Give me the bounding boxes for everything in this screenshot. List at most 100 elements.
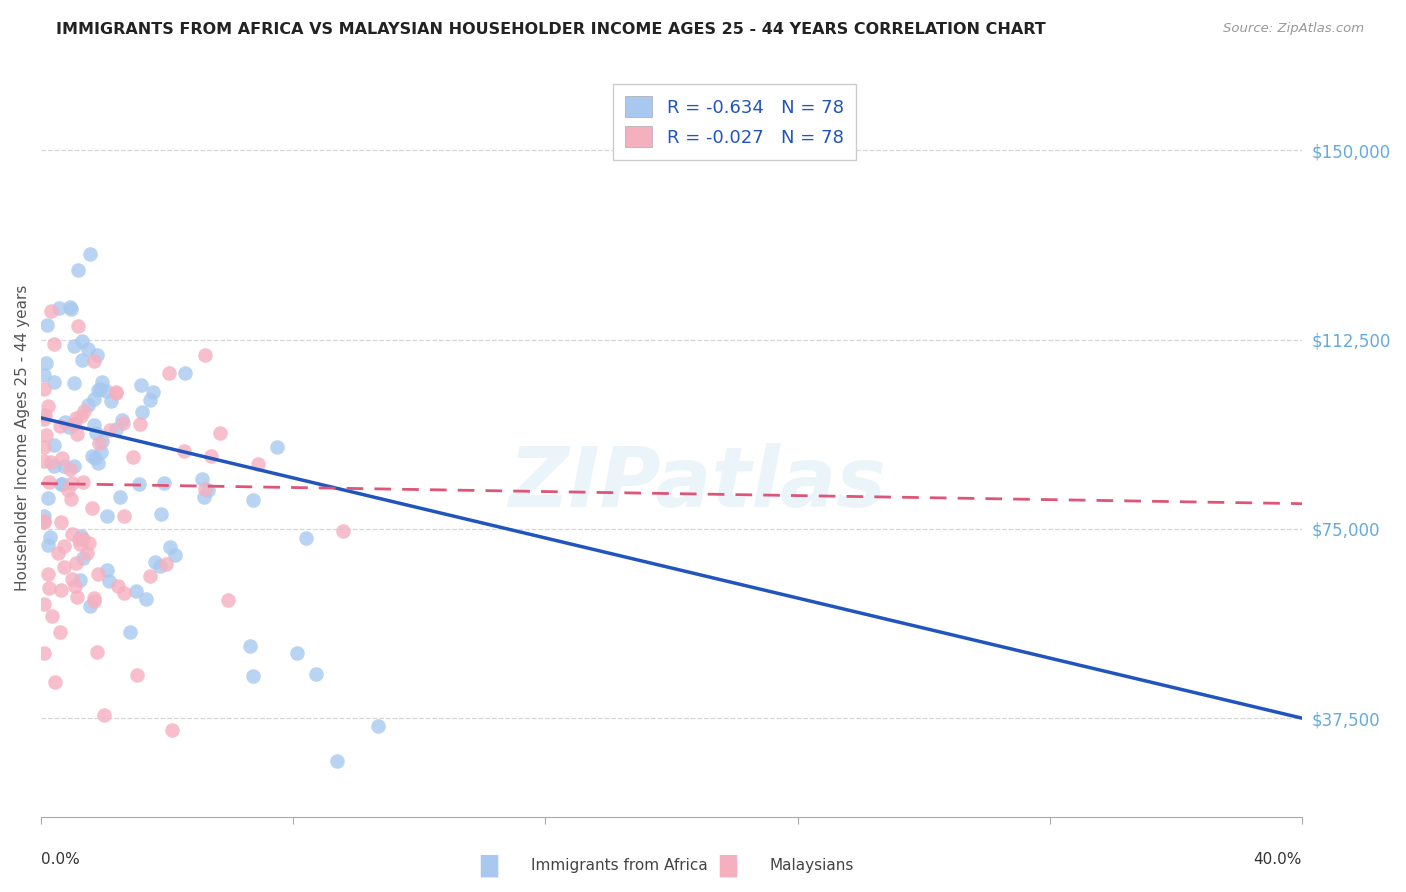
Point [67,319,90,334]
Point [157,366,180,380]
Point [53,560,76,574]
Point [60,527,83,541]
Point [34,408,56,422]
Point [37,566,59,581]
Point [91,434,114,449]
Point [107,579,129,593]
Point [83,353,105,368]
Point [38,475,60,490]
Point [37,318,59,332]
Point [131,405,153,419]
Point [87,566,110,581]
Point [69,573,91,587]
Point [38,581,60,595]
Point [41,608,63,623]
Point [84,425,107,440]
Point [305,667,328,681]
Point [32,515,55,529]
Point [72,475,94,490]
Point [70,409,93,423]
Point [48,546,70,560]
Point [122,450,145,464]
Point [70,353,93,368]
Point [91,376,114,390]
Point [217,592,239,607]
Point [77,398,100,412]
Point [194,348,217,362]
Point [208,426,231,441]
Point [59,462,82,476]
Point [62,475,84,490]
Point [84,450,107,465]
Point [63,417,86,432]
Point [326,754,349,768]
Point [39,455,62,469]
Point [135,591,157,606]
Point [35,428,58,442]
Point [32,368,55,382]
Point [118,625,141,640]
Point [112,509,135,524]
Point [100,393,122,408]
Point [48,624,70,639]
Point [42,438,65,452]
Point [105,422,128,436]
Point [242,669,264,683]
Point [51,516,73,530]
Point [332,524,354,538]
Point [34,597,56,611]
Point [139,569,162,583]
Point [98,423,121,437]
Point [83,392,105,407]
Point [60,572,83,586]
Point [131,378,153,392]
Point [49,583,72,598]
Point [60,302,83,317]
Point [128,477,150,491]
Point [44,675,66,690]
Point [79,536,101,550]
Point [69,537,91,551]
Point [87,384,110,398]
Text: Immigrants from Africa: Immigrants from Africa [531,858,707,873]
Point [294,531,316,545]
Point [83,417,105,432]
Point [53,415,76,429]
Point [62,339,84,353]
Point [194,482,217,496]
Point [51,451,73,466]
Point [160,723,183,737]
Point [53,459,76,474]
Point [42,459,65,474]
Point [139,393,162,408]
Point [246,457,269,471]
Point [32,514,55,528]
Point [32,412,55,426]
Point [200,449,222,463]
Point [70,529,93,543]
Point [112,416,135,430]
Point [93,707,115,722]
Point [63,376,86,390]
Point [59,300,82,314]
Point [52,539,75,553]
Point [80,449,103,463]
Point [83,591,105,605]
Point [96,563,118,577]
Point [173,443,195,458]
Point [66,426,89,441]
Point [32,440,55,454]
Point [197,483,219,498]
Text: IMMIGRANTS FROM AFRICA VS MALAYSIAN HOUSEHOLDER INCOME AGES 25 - 44 YEARS CORREL: IMMIGRANTS FROM AFRICA VS MALAYSIAN HOUS… [56,22,1046,37]
Point [56,483,79,497]
Point [32,509,55,524]
Point [98,574,121,588]
Text: █: █ [481,855,498,877]
Point [39,304,62,318]
Text: Source: ZipAtlas.com: Source: ZipAtlas.com [1223,22,1364,36]
Point [79,246,101,260]
Text: ZIPatlas: ZIPatlas [508,443,886,524]
Point [285,646,308,660]
Point [104,384,127,399]
Text: 40.0%: 40.0% [1254,852,1302,867]
